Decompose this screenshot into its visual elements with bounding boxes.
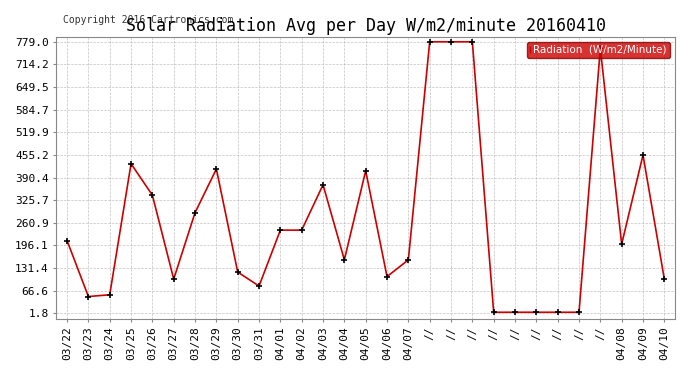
Legend: Radiation  (W/m2/Minute): Radiation (W/m2/Minute) — [527, 42, 670, 58]
Title: Solar Radiation Avg per Day W/m2/minute 20160410: Solar Radiation Avg per Day W/m2/minute … — [126, 17, 606, 35]
Text: Copyright 2016 Cartronics.com: Copyright 2016 Cartronics.com — [63, 15, 233, 25]
